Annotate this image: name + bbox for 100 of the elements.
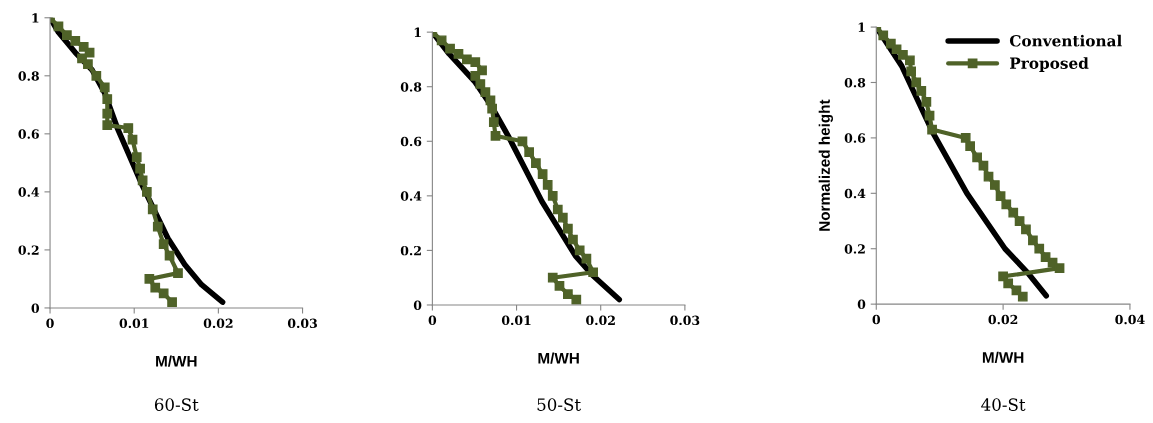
x-axis-title: M/WH — [156, 355, 197, 367]
point — [552, 204, 563, 215]
point — [554, 281, 565, 291]
y-axis-title: Normalized height — [818, 99, 834, 231]
y-tick-label: 0.2 — [844, 244, 865, 254]
point — [972, 152, 982, 163]
y-tick-label: 0.2 — [400, 245, 421, 256]
text: 60-St — [154, 398, 199, 411]
point — [470, 70, 481, 81]
point — [173, 268, 183, 278]
point — [488, 117, 499, 128]
point — [983, 171, 994, 182]
point — [167, 297, 177, 308]
point — [547, 272, 558, 283]
point — [1001, 199, 1012, 210]
point — [921, 97, 932, 107]
y-tick-label: 0.6 — [18, 129, 39, 139]
point — [517, 136, 528, 147]
x-axis-title: M/WH — [982, 351, 1024, 364]
point — [563, 223, 573, 234]
y-tick-label: 0.6 — [400, 136, 422, 147]
y-tick-label: 1 — [32, 13, 39, 23]
point — [1028, 235, 1038, 246]
point — [152, 221, 163, 232]
y-tick-label: 0 — [31, 303, 40, 313]
point — [102, 120, 113, 130]
y-tick-label: 1 — [414, 27, 421, 37]
point — [568, 234, 578, 245]
point — [91, 70, 102, 81]
point — [574, 245, 585, 256]
point — [147, 204, 158, 215]
point — [137, 175, 148, 186]
y-tick-label: 0.6 — [844, 133, 866, 143]
point — [453, 49, 464, 59]
x-tick-label: 0.02 — [988, 314, 1018, 325]
point — [960, 133, 971, 143]
point — [135, 163, 145, 174]
point — [1034, 243, 1045, 254]
point — [123, 123, 134, 133]
point — [924, 110, 935, 121]
point — [445, 43, 455, 54]
point — [878, 30, 889, 41]
y-tick-label: 0 — [413, 300, 422, 310]
point — [477, 65, 487, 76]
point — [158, 288, 169, 299]
point — [898, 49, 908, 60]
point — [927, 124, 937, 135]
point — [965, 141, 975, 152]
point — [99, 82, 110, 93]
point — [563, 289, 573, 299]
point — [102, 94, 113, 104]
y-tick-label: 0.4 — [18, 187, 40, 197]
y-tick-label: 0.4 — [400, 191, 422, 201]
point — [531, 158, 541, 168]
point — [83, 59, 93, 70]
x-tick-label: 0 — [428, 315, 437, 326]
point — [524, 147, 535, 158]
point — [102, 108, 113, 119]
y-tick-label: 0.8 — [844, 77, 866, 88]
point — [158, 239, 169, 249]
point — [144, 274, 155, 284]
x-tick-label: 0.02 — [586, 315, 615, 326]
legend-label: Proposed — [1009, 57, 1089, 72]
legend-label: Conventional — [1009, 34, 1122, 47]
point — [1054, 263, 1065, 273]
point — [436, 35, 447, 46]
point — [1021, 224, 1031, 235]
x-axis-title: M/WH — [538, 352, 579, 364]
point — [1014, 216, 1025, 226]
point — [571, 294, 582, 305]
point — [470, 57, 481, 68]
point — [1008, 207, 1019, 218]
point — [1003, 278, 1014, 289]
point — [995, 191, 1006, 201]
x-tick-label: 0.01 — [501, 315, 531, 326]
point — [906, 66, 917, 77]
point — [487, 103, 497, 114]
y-tick-label: 0.8 — [18, 71, 39, 81]
y-tick-label: 0.2 — [18, 245, 39, 255]
x-tick-label: 0 — [46, 318, 54, 329]
point — [547, 190, 558, 201]
point — [164, 250, 175, 261]
point — [990, 180, 1000, 190]
x-tick-label: 0.04 — [1115, 314, 1145, 325]
point — [141, 187, 152, 197]
x-tick-label: 0.01 — [119, 318, 149, 329]
y-tick-label: 1 — [858, 22, 865, 32]
point — [490, 130, 501, 141]
point — [1017, 291, 1028, 302]
point — [70, 36, 81, 46]
point — [911, 77, 922, 88]
text: 50-St — [537, 398, 581, 411]
y-tick-label: 0 — [857, 299, 866, 310]
point — [150, 282, 161, 293]
point — [905, 55, 915, 66]
text: 40-St — [981, 398, 1026, 411]
point — [131, 152, 142, 162]
point — [537, 169, 548, 179]
point — [557, 212, 568, 223]
y-tick-label: 0.4 — [844, 188, 866, 199]
